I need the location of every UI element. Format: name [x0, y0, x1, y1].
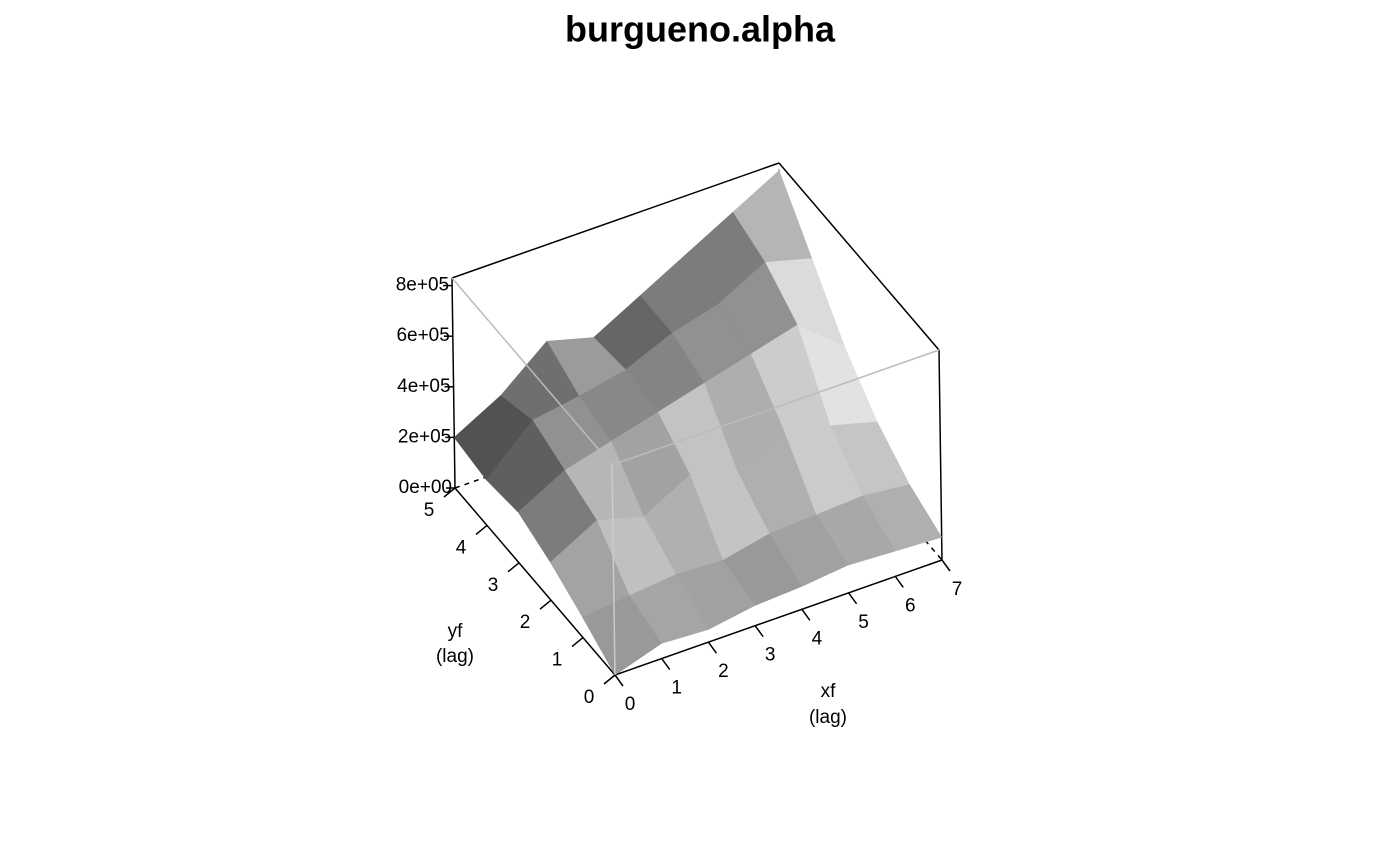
x-tick — [707, 641, 718, 654]
x-tick — [941, 559, 951, 572]
z-tick-label: 4e+05 — [397, 376, 450, 397]
z-tick-label: 2e+05 — [398, 426, 451, 447]
y-tick — [539, 599, 552, 610]
x-tick — [801, 608, 811, 621]
box-edge — [614, 559, 943, 676]
y-tick — [507, 562, 520, 573]
x-tick — [894, 575, 904, 588]
x-axis-label: (lag) — [809, 707, 847, 728]
labels: xf (lag) yf (lag) — [436, 621, 847, 728]
y-axis-label: yf — [448, 621, 464, 642]
box-edge — [451, 277, 613, 466]
surface-cell — [582, 595, 662, 676]
x-tick-label: 0 — [625, 694, 636, 715]
x-tick — [847, 592, 858, 605]
x-tick-label: 5 — [858, 612, 869, 633]
x-tick-label: 2 — [718, 661, 729, 682]
x-tick-label: 1 — [671, 678, 682, 699]
z-tick-label: 0e+00 — [399, 477, 452, 498]
y-tick-label: 5 — [424, 500, 435, 521]
y-tick — [443, 487, 456, 498]
x-tick — [614, 674, 624, 687]
x-tick-label: 3 — [765, 645, 776, 666]
y-tick-label: 2 — [520, 612, 531, 633]
chart-title: burgueno.alpha — [565, 9, 836, 50]
box-edge — [451, 277, 456, 489]
y-tick-label: 4 — [456, 537, 467, 558]
y-tick-label: 3 — [488, 575, 499, 596]
surface — [453, 170, 943, 676]
y-tick — [571, 637, 584, 648]
x-tick — [661, 658, 671, 671]
x-tick-label: 4 — [812, 628, 823, 649]
y-axis-label: (lag) — [436, 646, 474, 667]
x-tick — [754, 625, 764, 638]
z-tick-label: 6e+05 — [396, 325, 449, 346]
x-axis-label: xf — [821, 681, 837, 702]
y-tick-label: 0 — [584, 687, 595, 708]
box-edge — [938, 349, 943, 561]
z-tick-label: 8e+05 — [396, 275, 449, 296]
box-edge — [778, 162, 940, 351]
x-tick-label: 6 — [905, 595, 916, 616]
box-edge — [611, 349, 940, 466]
y-tick — [475, 524, 488, 535]
box-edge — [611, 464, 616, 676]
x-tick-label: 7 — [952, 579, 963, 600]
y-tick-label: 1 — [552, 650, 563, 671]
y-tick — [603, 674, 616, 685]
box-edge — [454, 487, 616, 676]
box-edge — [451, 162, 780, 279]
